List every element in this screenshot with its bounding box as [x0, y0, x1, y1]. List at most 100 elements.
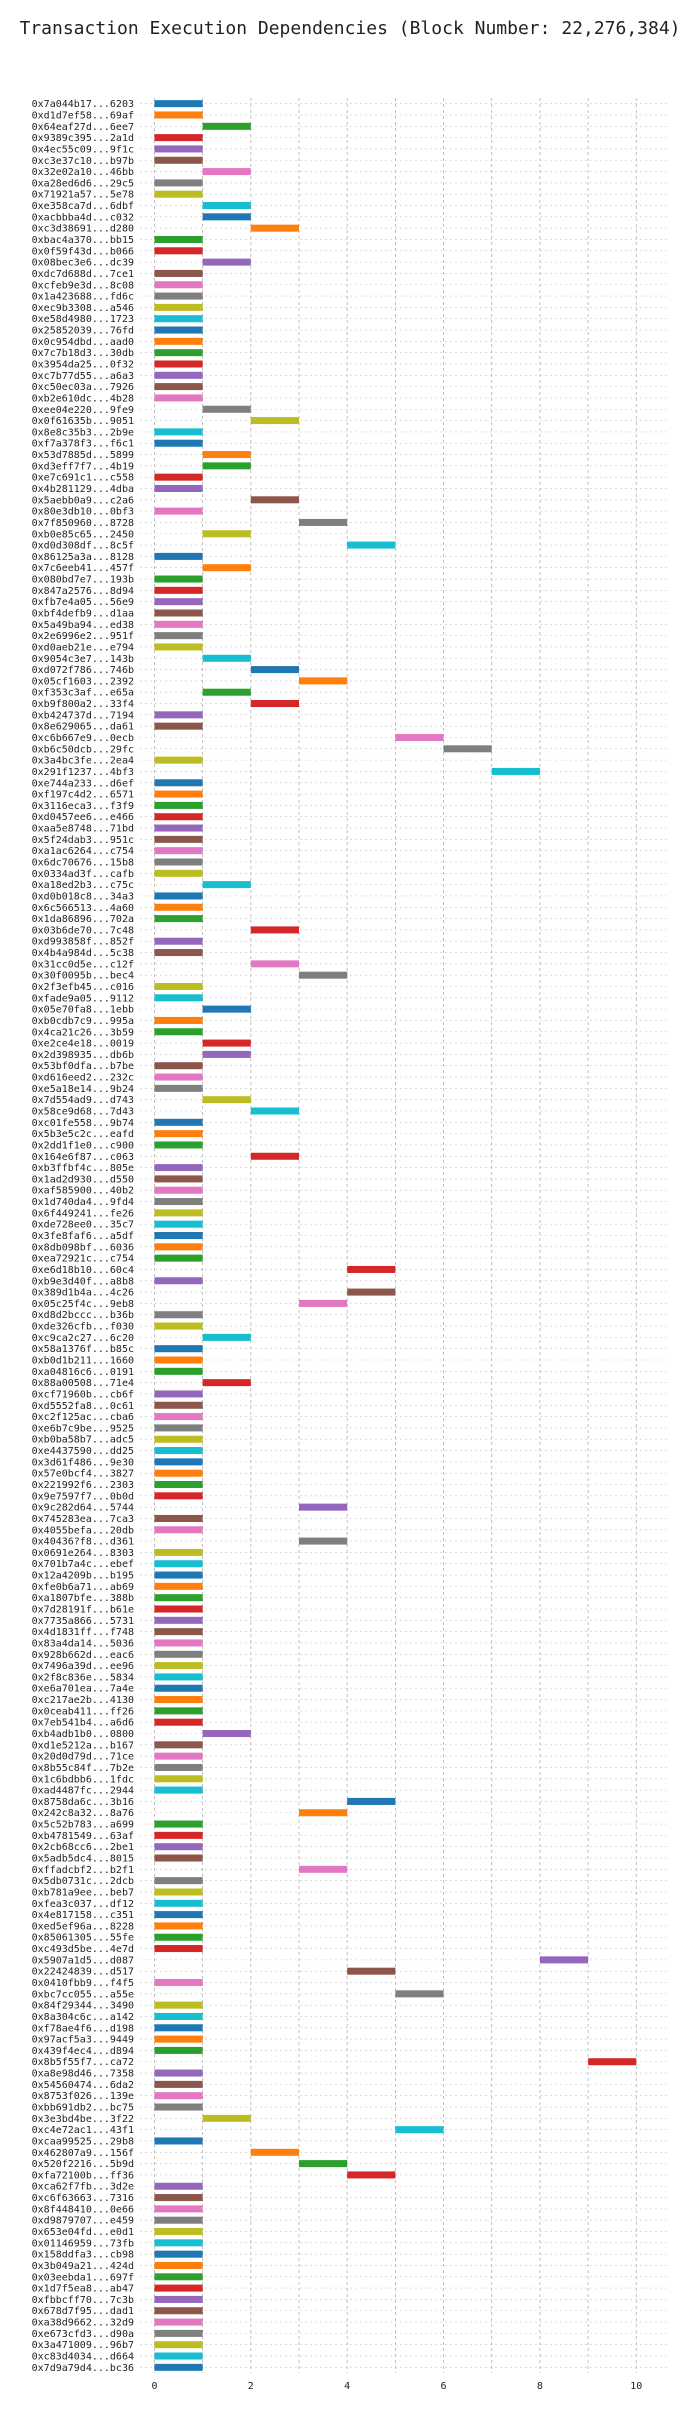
task-bar: [154, 2250, 203, 2258]
task-bar: [202, 2114, 251, 2122]
y-tick-label: 0xffadcbf2...b2f1: [32, 1865, 134, 1876]
task-bar: [154, 858, 203, 866]
y-tick-label: 0xa18ed2b3...c75c: [32, 880, 134, 891]
y-tick-label: 0x9389c395...2a1d: [32, 133, 134, 144]
y-tick-label: 0x88a00508...71e4: [32, 1378, 134, 1389]
y-tick-label: 0x1d740da4...9fd4: [32, 1197, 134, 1208]
y-tick-label: 0xa1ac6264...c754: [32, 846, 134, 857]
task-bar: [154, 552, 203, 560]
task-bar: [154, 1605, 203, 1613]
task-bar: [154, 1356, 203, 1364]
task-bar: [154, 1684, 203, 1692]
task-bar: [202, 1379, 251, 1387]
task-bar: [154, 1084, 203, 1092]
y-tick-label: 0x83a4da14...5036: [32, 1638, 134, 1649]
y-tick-label: 0x58ce9d68...7d43: [32, 1106, 134, 1117]
y-tick-label: 0xa38d9662...32d9: [32, 2318, 134, 2329]
y-tick-label: 0xb2e610dc...4b28: [32, 393, 134, 404]
task-bar: [154, 1616, 203, 1624]
y-tick-label: 0x928b662d...eac6: [32, 1650, 134, 1661]
y-tick-label: 0x0ceab411...ff26: [32, 1706, 134, 1717]
task-bar: [154, 1696, 203, 1704]
y-tick-label: 0xb4adb1b0...0800: [32, 1729, 134, 1740]
y-tick-label: 0xc50ec03a...7926: [32, 382, 134, 393]
task-bar: [443, 745, 492, 753]
task-bar: [299, 677, 348, 685]
task-bar: [250, 417, 299, 425]
y-tick-label: 0xe6d18b10...60c4: [32, 1265, 134, 1276]
y-tick-label: 0x0f61635b...9051: [32, 416, 134, 427]
task-bar: [154, 315, 203, 323]
task-bar: [250, 496, 299, 504]
task-bar: [154, 2069, 203, 2077]
task-bar: [154, 1763, 203, 1771]
task-bar: [154, 1367, 203, 1375]
y-tick-label: 0x2dd1f1e0...c900: [32, 1140, 134, 1151]
y-tick-label: 0x3fe8faf6...a5df: [32, 1231, 134, 1242]
y-tick-label: 0x5907a1d5...d087: [32, 1955, 134, 1966]
y-tick-label: 0xd0b018c8...34a3: [32, 891, 134, 902]
y-tick-label: 0xb9f800a2...33f4: [32, 699, 134, 710]
task-bar: [202, 1039, 251, 1047]
task-bar: [154, 2307, 203, 2315]
task-bar: [154, 1390, 203, 1398]
y-tick-label: 0xfe0b6a71...ab69: [32, 1582, 134, 1593]
task-bar: [154, 1628, 203, 1636]
y-tick-label: 0xaa5e8748...71bd: [32, 824, 134, 835]
y-tick-label: 0xd8d2bccc...b36b: [32, 1310, 134, 1321]
task-bar: [250, 2148, 299, 2156]
y-tick-label: 0x3d61f486...9e30: [32, 1457, 134, 1468]
y-tick-label: 0xd1e5212a...b167: [32, 1740, 134, 1751]
task-bar: [154, 2001, 203, 2009]
y-tick-label: 0x8e8c35b3...2b9e: [32, 427, 134, 438]
y-tick-label: 0x8753f026...139e: [32, 2091, 134, 2102]
y-tick-label: 0xdc7d688d...7ce1: [32, 269, 134, 280]
task-bar: [154, 1311, 203, 1319]
task-bar: [154, 1118, 203, 1126]
y-tick-label: 0xec9b3308...a546: [32, 303, 134, 314]
x-tick-label: 6: [441, 2381, 447, 2392]
task-bar: [250, 1152, 299, 1160]
task-bar: [154, 1594, 203, 1602]
task-bar: [299, 518, 348, 526]
task-bar: [154, 869, 203, 877]
y-tick-label: 0xc83d4034...d664: [32, 2352, 134, 2363]
y-tick-label: 0x9c282d64...5744: [32, 1503, 134, 1514]
y-tick-label: 0x8f448410...0e66: [32, 2204, 134, 2215]
task-bar: [154, 383, 203, 391]
y-tick-label: 0x30f0095b...bec4: [32, 971, 134, 982]
y-tick-label: 0x0691e264...8303: [32, 1548, 134, 1559]
y-tick-label: 0xcaa99525...29b8: [32, 2136, 134, 2147]
y-tick-label: 0x12a4209b...b195: [32, 1571, 134, 1582]
task-bar: [154, 1548, 203, 1556]
task-bar: [395, 1990, 444, 1998]
y-tick-label: 0x7c7b18d3...30db: [32, 348, 134, 359]
task-bar: [202, 881, 251, 889]
task-bar: [154, 643, 203, 651]
y-tick-label: 0x0334ad3f...cafb: [32, 869, 134, 880]
task-bar: [154, 847, 203, 855]
task-bar: [154, 190, 203, 198]
task-bar: [154, 1447, 203, 1455]
task-bar: [154, 1933, 203, 1941]
y-tick-label: 0xed5ef96a...8228: [32, 1921, 134, 1932]
y-tick-label: 0xbac4a370...bb15: [32, 235, 134, 246]
y-tick-label: 0x745283ea...7ca3: [32, 1514, 134, 1525]
y-tick-label: 0xea72921c...c754: [32, 1254, 134, 1265]
task-bar: [154, 1254, 203, 1262]
y-tick-label: 0xaf585900...40b2: [32, 1186, 134, 1197]
task-bar: [154, 473, 203, 481]
task-bar: [154, 1571, 203, 1579]
y-tick-label: 0x1c6bdbb6...1fdc: [32, 1774, 134, 1785]
task-bar: [250, 224, 299, 232]
task-bar: [202, 1333, 251, 1341]
task-bar: [202, 202, 251, 210]
task-bar: [154, 2363, 203, 2371]
y-tick-label: 0xb781a9ee...beb7: [32, 1887, 134, 1898]
y-tick-label: 0x53d7885d...5899: [32, 450, 134, 461]
task-bar: [154, 247, 203, 255]
y-tick-label: 0xc01fe558...9b74: [32, 1118, 134, 1129]
task-bar: [154, 2273, 203, 2281]
task-bar: [154, 1979, 203, 1987]
task-bar: [154, 2182, 203, 2190]
